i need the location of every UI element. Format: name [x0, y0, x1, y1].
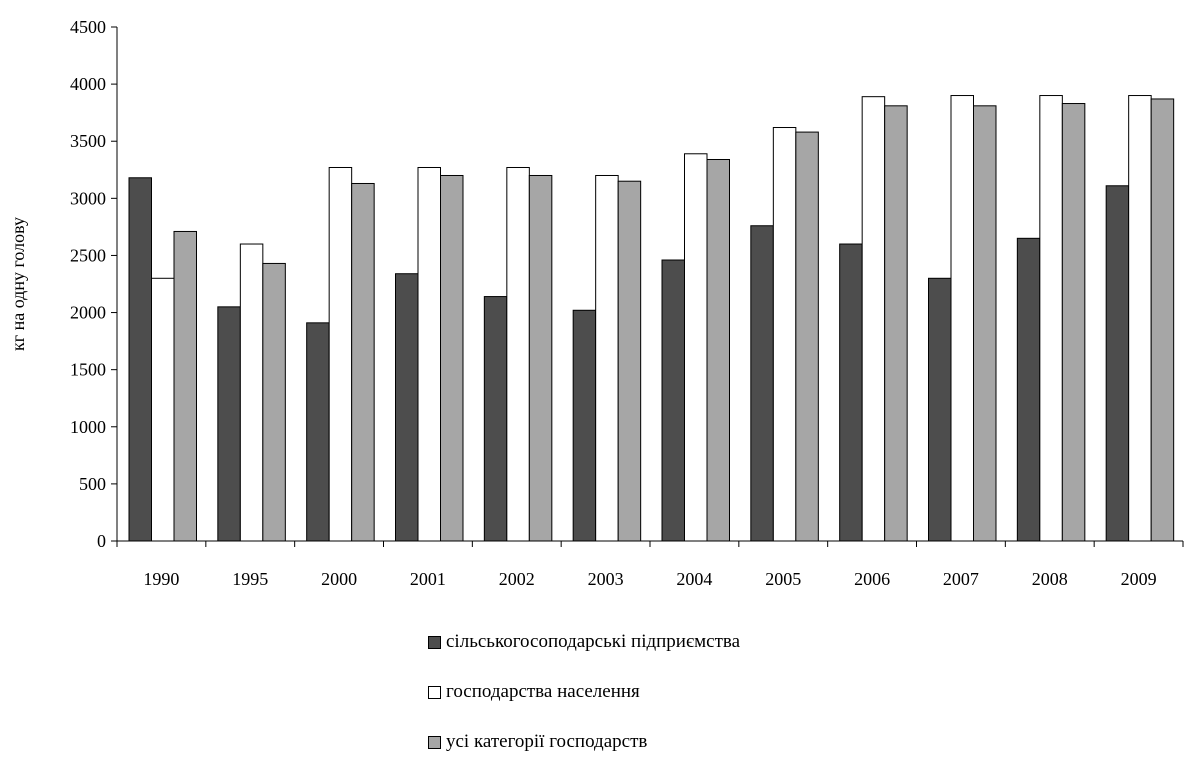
bar-households-1995 — [239, 243, 264, 542]
x-tick-label: 2009 — [1121, 569, 1157, 589]
y-tick-label: 3000 — [70, 188, 106, 208]
bar-all-categories-2002 — [528, 174, 553, 542]
bar-households-2001 — [417, 166, 441, 542]
legend-item-households: господарства населення — [428, 680, 740, 704]
y-tick-label: 0 — [97, 531, 106, 551]
y-tick-label: 2500 — [70, 245, 106, 265]
bar-households-2009 — [1128, 95, 1152, 542]
legend-item-all-categories: усі категорії господарств — [428, 730, 740, 754]
x-tick-label: 1995 — [232, 569, 268, 589]
bar-enterprises-2001 — [395, 273, 419, 542]
bar-enterprises-2002 — [483, 296, 508, 542]
bar-all-categories-1990 — [173, 230, 197, 542]
legend-swatch-all-categories — [428, 735, 441, 749]
bar-all-categories-2006 — [884, 105, 908, 542]
legend-swatch-households — [428, 685, 441, 699]
bar-households-1990 — [151, 277, 175, 542]
x-tick-label: 2004 — [676, 569, 712, 589]
bars — [128, 95, 1175, 542]
bar-enterprises-1990 — [128, 177, 152, 542]
bar-households-2005 — [772, 127, 797, 542]
bar-all-categories-2004 — [706, 158, 730, 542]
bar-households-2002 — [506, 166, 530, 542]
bar-enterprises-2003 — [572, 309, 597, 542]
x-tick-label: 2008 — [1032, 569, 1068, 589]
x-tick-label: 2000 — [321, 569, 357, 589]
bar-enterprises-1995 — [217, 306, 241, 542]
x-tick-label: 2007 — [943, 569, 979, 589]
x-tick-label: 2002 — [499, 569, 535, 589]
x-tick-label: 1990 — [143, 569, 179, 589]
bar-enterprises-2000 — [306, 322, 330, 542]
x-tick-label: 2006 — [854, 569, 890, 589]
bar-all-categories-2009 — [1150, 98, 1175, 542]
bar-all-categories-1995 — [262, 262, 286, 542]
legend: сільськогосоподарські підприємства госпо… — [428, 630, 740, 780]
bar-all-categories-2008 — [1061, 103, 1086, 542]
bar-enterprises-2006 — [839, 243, 863, 542]
x-axis: 1990 1995 2000 2001 2002 2003 2004 2005 2006 2007… — [116, 540, 1184, 589]
y-axis-title: кг на одну голову — [8, 217, 28, 351]
bar-all-categories-2003 — [617, 180, 642, 542]
bar-households-2007 — [950, 95, 974, 542]
legend-label-households: господарства населення — [446, 681, 640, 702]
y-tick-label: 2000 — [70, 303, 106, 323]
bar-enterprises-2008 — [1016, 237, 1041, 542]
bar-all-categories-2007 — [973, 105, 997, 542]
bar-all-categories-2005 — [795, 131, 819, 542]
bar-enterprises-2007 — [928, 277, 952, 542]
bar-households-2004 — [684, 153, 708, 542]
y-tick-label: 1500 — [70, 360, 106, 380]
y-tick-label: 4000 — [70, 74, 106, 94]
y-tick-label: 4500 — [70, 17, 106, 37]
legend-item-enterprises: сільськогосоподарські підприємства — [428, 630, 740, 654]
x-tick-label: 2001 — [410, 569, 446, 589]
x-tick-label: 2003 — [588, 569, 624, 589]
legend-swatch-enterprises — [428, 635, 441, 649]
bar-enterprises-2004 — [661, 259, 685, 542]
legend-label-all-categories: усі категорії господарств — [446, 731, 648, 752]
legend-label-enterprises: сільськогосоподарські підприємства — [446, 631, 741, 652]
y-tick-label: 500 — [79, 474, 106, 494]
bar-all-categories-2000 — [351, 182, 375, 542]
bar-enterprises-2009 — [1105, 185, 1130, 542]
bar-households-2006 — [861, 96, 886, 542]
bar-all-categories-2001 — [440, 174, 464, 542]
y-tick-label: 3500 — [70, 131, 106, 151]
bar-households-2008 — [1039, 95, 1063, 542]
y-axis: 0 500 1000 1500 2000 2500 3000 3500 4000 4500 — [70, 17, 118, 551]
bar-households-2003 — [595, 174, 619, 542]
x-tick-label: 2005 — [765, 569, 801, 589]
bar-households-2000 — [328, 166, 353, 542]
bar-enterprises-2005 — [750, 225, 774, 542]
y-tick-label: 1000 — [70, 417, 106, 437]
